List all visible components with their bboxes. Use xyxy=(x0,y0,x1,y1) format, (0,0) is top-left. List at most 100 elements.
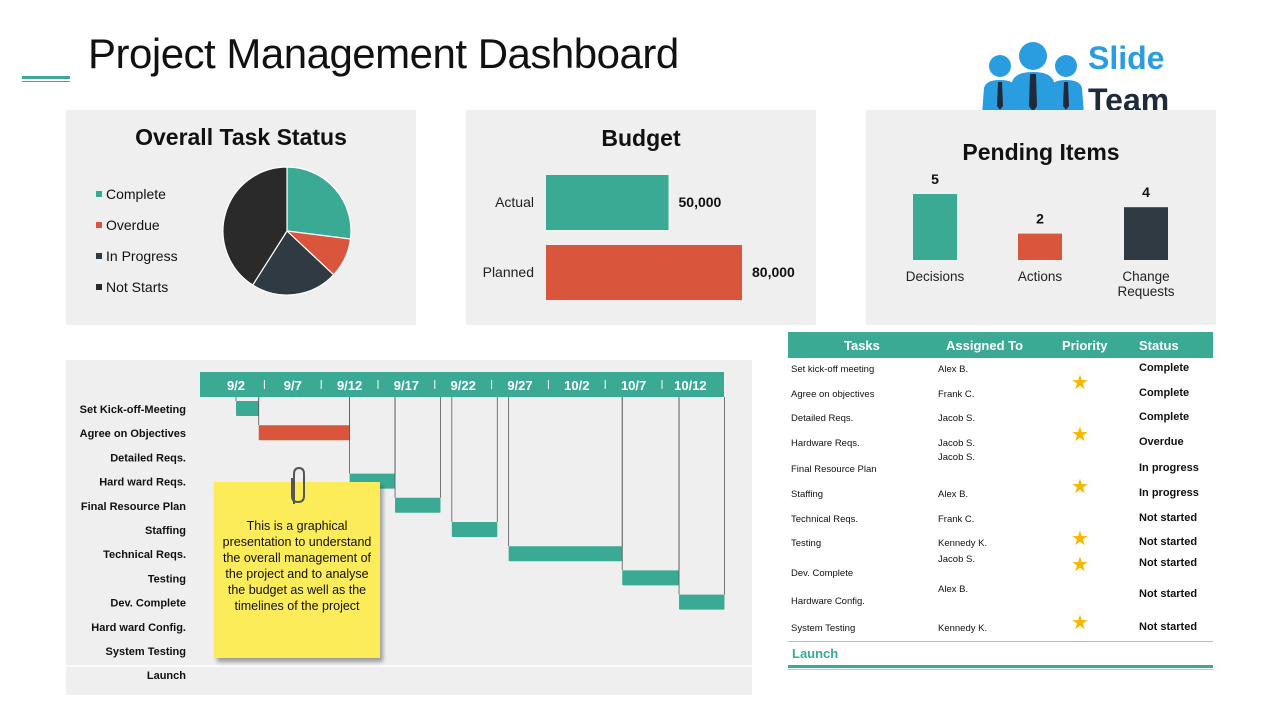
table-row: System Testing Kennedy K. Not started xyxy=(788,621,1213,643)
title-accent-rule xyxy=(22,76,70,79)
gantt-tick-label: 9/22 xyxy=(451,378,476,393)
title-accent-rule-thin xyxy=(22,81,70,82)
legend-label: Overdue xyxy=(106,216,160,233)
task-status-title: Overall Task Status xyxy=(135,124,347,150)
gantt-task-label: Final Resource Plan xyxy=(81,501,186,513)
table-row: Agree on objectives Frank C. Complete xyxy=(788,387,1213,409)
gantt-task-label: Staffing xyxy=(145,525,186,537)
pending-items-panel: Pending Items 5 Decisions 2 Actions 4 Change Re… xyxy=(866,110,1216,325)
priority-star-icon: ★ xyxy=(1071,372,1089,394)
cell-task: Set kick-off meeting xyxy=(791,364,875,375)
cell-task: Final Resource Plan xyxy=(791,464,877,475)
gantt-tick-label: 9/7 xyxy=(284,378,302,393)
budget-category-label: Actual xyxy=(495,194,534,210)
priority-star-icon: ★ xyxy=(1071,612,1089,634)
cell-status: Overdue xyxy=(1139,436,1184,448)
gantt-task-label: Agree on Objectives xyxy=(80,428,186,440)
gantt-task-bar xyxy=(679,594,725,610)
cell-task: Technical Reqs. xyxy=(791,514,859,525)
legend-swatch xyxy=(96,190,102,197)
pending-value-label: 5 xyxy=(931,171,939,187)
header-status: Status xyxy=(1139,338,1179,353)
budget-chart: Budget Actual 50,000 Planned 80,000 xyxy=(483,125,795,300)
pending-bar xyxy=(913,194,957,260)
priority-star-icon: ★ xyxy=(1071,424,1089,446)
gantt-task-label: Technical Reqs. xyxy=(103,549,186,561)
task-status-panel: Overall Task Status Complete Overdue In Pr… xyxy=(66,110,416,325)
gantt-tick-label: 10/2 xyxy=(564,378,589,393)
gantt-task-label: Launch xyxy=(147,670,186,682)
budget-bar xyxy=(546,175,669,230)
pending-items-chart: Pending Items 5 Decisions 2 Actions 4 ChangeRe… xyxy=(906,139,1175,299)
launch-label: Launch xyxy=(792,646,839,661)
budget-bar xyxy=(546,245,742,300)
table-row: Detailed Reqs. Jacob S. Complete xyxy=(788,411,1213,433)
table-row: Hardware Config. Alex B. Not started xyxy=(788,584,1213,610)
cell-assigned: Kennedy K. xyxy=(938,623,988,634)
priority-star-icon: ★ xyxy=(1071,554,1089,576)
cell-status: Complete xyxy=(1139,387,1190,399)
cell-status: Not started xyxy=(1139,557,1198,569)
cell-assigned: Alex B. xyxy=(938,584,969,595)
pending-category-label: Actions xyxy=(1018,269,1063,284)
legend-swatch xyxy=(96,283,102,290)
table-row: Set kick-off meeting Alex B. Complete xyxy=(788,362,1213,384)
gantt-task-bar xyxy=(236,401,259,416)
gantt-task-label: Hard ward Config. xyxy=(91,622,186,634)
page-title: Project Management Dashboard xyxy=(88,30,679,77)
gantt-tick-label: 9/17 xyxy=(394,378,419,393)
gantt-task-label: Set Kick-off-Meeting xyxy=(80,404,186,416)
pending-value-label: 2 xyxy=(1036,211,1044,227)
paperclip-icon xyxy=(291,466,305,504)
legend-label: Complete xyxy=(106,185,166,202)
cell-task: System Testing xyxy=(791,623,856,634)
pie-slice xyxy=(222,166,288,286)
people-icon xyxy=(982,42,1084,114)
sticky-note-text: This is a graphical presentation to unde… xyxy=(222,519,372,613)
logo-word-slide: Slide xyxy=(1088,40,1165,76)
header-priority: Priority xyxy=(1062,338,1108,353)
gantt-tick-label: 9/2 xyxy=(227,378,245,393)
legend-label: In Progress xyxy=(106,247,178,264)
cell-status: Not started xyxy=(1139,536,1198,548)
pending-bar xyxy=(1124,207,1168,260)
table-header: Tasks Assigned To Priority Status xyxy=(788,332,1213,358)
header-assigned: Assigned To xyxy=(946,338,1024,353)
cell-task: Testing xyxy=(791,538,822,549)
gantt-task-label: Dev. Complete xyxy=(110,598,186,610)
slideteam-logo: Slide Team xyxy=(980,36,1180,120)
gantt-task-bar xyxy=(622,570,680,586)
pie-slice xyxy=(286,166,352,240)
launch-rule xyxy=(788,665,1213,668)
legend-item: Complete xyxy=(96,178,178,209)
gantt-task-label: System Testing xyxy=(106,646,187,658)
gantt-task-bar xyxy=(508,546,623,562)
gantt-tick-label: 10/12 xyxy=(674,378,707,393)
sticky-note: This is a graphical presentation to unde… xyxy=(214,482,380,658)
cell-assigned: Jacob S. xyxy=(938,554,975,565)
cell-status: Not started xyxy=(1139,621,1198,633)
table-row: Final Resource Plan Jacob S. In progress xyxy=(788,452,1213,478)
cell-assigned: Jacob S. xyxy=(938,438,975,449)
gantt-tick-label: 9/12 xyxy=(337,378,362,393)
pending-title: Pending Items xyxy=(962,139,1119,165)
table-row: Staffing Alex B. In progress xyxy=(788,487,1213,509)
cell-task: Agree on objectives xyxy=(791,389,875,400)
table-bottom-rule xyxy=(788,641,1213,642)
cell-assigned: Alex B. xyxy=(938,489,969,500)
table-row: Hardware Reqs. Jacob S. Overdue xyxy=(788,436,1213,458)
cell-status: Complete xyxy=(1139,362,1190,374)
table-row: Dev. Complete Jacob S. Not started xyxy=(788,554,1213,580)
pie-legend: Complete Overdue In Progress Not Starts xyxy=(96,178,178,302)
cell-status: Not started xyxy=(1139,588,1198,600)
gantt-tick-label: 9/27 xyxy=(507,378,532,393)
budget-value-label: 80,000 xyxy=(752,264,795,280)
gantt-timeline-header xyxy=(200,372,724,397)
gantt-task-bar xyxy=(258,425,350,441)
cell-assigned: Frank C. xyxy=(938,389,975,400)
legend-item: Not Starts xyxy=(96,271,178,302)
pending-category-label: Requests xyxy=(1117,284,1174,299)
cell-task: Hardware Config. xyxy=(791,596,865,607)
cell-status: Not started xyxy=(1139,512,1198,524)
legend-swatch xyxy=(96,221,102,228)
